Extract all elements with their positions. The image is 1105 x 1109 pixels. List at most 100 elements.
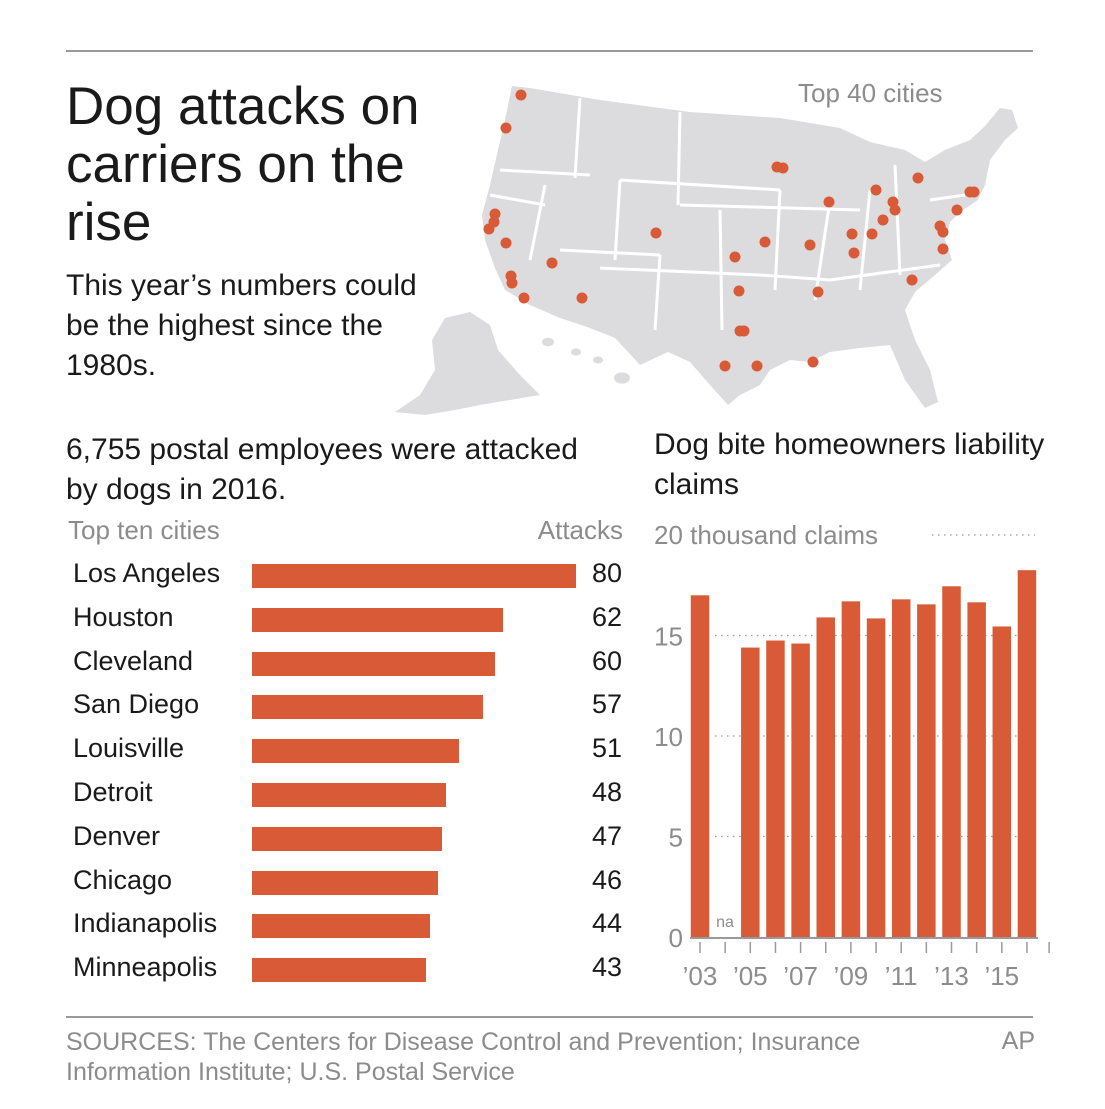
headline: Dog attacks on carriers on the rise xyxy=(66,77,420,252)
bar-category-label: Los Angeles xyxy=(73,558,221,588)
bar-row: Houston 62 xyxy=(60,599,640,643)
bar xyxy=(252,783,447,807)
x-tick-label: ’07 xyxy=(783,961,818,991)
bar-category-label: Denver xyxy=(73,820,161,851)
bar xyxy=(992,626,1012,937)
x-tick-label: ’11 xyxy=(885,961,918,991)
subheadline: This year’s numbers could be the highest… xyxy=(66,269,417,382)
bar xyxy=(942,586,961,937)
city-dot xyxy=(576,292,588,304)
bar-category-label: Cleveland xyxy=(73,645,194,676)
bar xyxy=(841,601,861,937)
city-dot xyxy=(807,356,819,368)
bar xyxy=(816,617,835,937)
bar-category-label: Louisville xyxy=(73,733,185,764)
bar xyxy=(766,640,785,937)
x-tick-label: ’05 xyxy=(733,961,768,991)
map-label: Top 40 cities xyxy=(798,78,943,108)
state-border xyxy=(718,209,724,331)
hawaii-island xyxy=(571,348,581,356)
state-border xyxy=(528,184,547,261)
bar xyxy=(252,695,483,720)
bar xyxy=(741,647,760,937)
city-dot xyxy=(812,286,824,298)
city-dot xyxy=(515,89,527,101)
bar-value-label: 48 xyxy=(591,777,622,807)
city-dot xyxy=(751,360,763,372)
bar xyxy=(690,595,710,937)
bar-value-label: 51 xyxy=(591,733,622,764)
city-dot xyxy=(719,360,731,372)
state-border xyxy=(676,111,682,206)
hawaii-island xyxy=(542,337,554,347)
missing-value-label: na xyxy=(716,914,734,931)
state-border xyxy=(599,266,761,277)
bottom-divider xyxy=(66,1016,1033,1018)
city-dot xyxy=(951,204,963,216)
city-dot xyxy=(968,186,980,198)
city-dot xyxy=(937,243,949,255)
city-dot xyxy=(489,208,501,220)
y-tick-label: 15 xyxy=(654,622,683,652)
y-axis-title: 20 thousand claims xyxy=(654,520,878,550)
city-dot xyxy=(733,285,745,297)
top-divider xyxy=(66,50,1033,52)
bar-row: San Diego 57 xyxy=(60,686,640,730)
contiguous-us-shape xyxy=(482,86,1018,408)
y-tick-label: 10 xyxy=(654,722,683,752)
bar xyxy=(891,599,911,937)
x-tick-label: ’13 xyxy=(934,961,969,991)
bar-value-label: 44 xyxy=(591,908,622,939)
bar-category-label: San Diego xyxy=(73,689,200,720)
bar-category-label: Minneapolis xyxy=(73,952,218,983)
y-tick-label: 0 xyxy=(669,923,683,953)
bar-row: Cleveland 60 xyxy=(60,643,640,687)
state-border xyxy=(573,97,582,179)
bar-value-label: 57 xyxy=(591,689,622,720)
bar-value-label: 46 xyxy=(591,864,622,895)
state-border xyxy=(653,254,662,331)
state-border xyxy=(489,193,546,207)
sources-note: SOURCES: The Centers for Disease Control… xyxy=(66,1028,861,1086)
state-border xyxy=(559,248,661,257)
city-dot xyxy=(650,227,662,239)
state-border xyxy=(929,193,966,202)
city-dot xyxy=(729,251,741,263)
city-dot xyxy=(823,196,835,208)
left-chart-value-header: Attacks xyxy=(537,515,623,545)
city-dot xyxy=(906,274,918,286)
city-dot xyxy=(877,214,889,226)
bar-row: Detroit 48 xyxy=(60,774,640,818)
bar xyxy=(252,826,443,851)
bar xyxy=(252,651,495,676)
city-dot xyxy=(738,325,750,337)
bar-value-label: 60 xyxy=(591,645,622,676)
bar-row: Denver 47 xyxy=(60,818,640,862)
bar-category-label: Chicago xyxy=(73,864,173,895)
state-border xyxy=(499,168,591,177)
bar-row: Chicago 46 xyxy=(60,862,640,906)
city-dot xyxy=(937,226,949,238)
city-dot xyxy=(546,257,558,269)
x-tick-label: ’09 xyxy=(834,961,869,991)
bar xyxy=(252,914,431,939)
bar xyxy=(252,739,459,764)
bar-row: Minneapolis 43 xyxy=(60,949,640,993)
city-dot xyxy=(870,184,882,196)
bar xyxy=(1017,570,1037,937)
city-dot xyxy=(759,236,771,248)
bar xyxy=(866,618,886,937)
state-border xyxy=(893,164,902,276)
city-dot xyxy=(506,277,518,289)
bar xyxy=(917,604,936,937)
city-dot xyxy=(777,162,789,174)
right-chart-title: Dog bite homeowners liability claims xyxy=(654,428,1045,501)
city-dot xyxy=(500,122,512,134)
city-dots xyxy=(483,89,980,372)
bar xyxy=(252,564,576,588)
bar-category-label: Detroit xyxy=(73,777,153,807)
bar-row: Los Angeles 80 xyxy=(60,555,640,599)
city-dot xyxy=(848,247,860,259)
bar xyxy=(252,958,427,983)
bar-value-label: 62 xyxy=(591,601,622,632)
